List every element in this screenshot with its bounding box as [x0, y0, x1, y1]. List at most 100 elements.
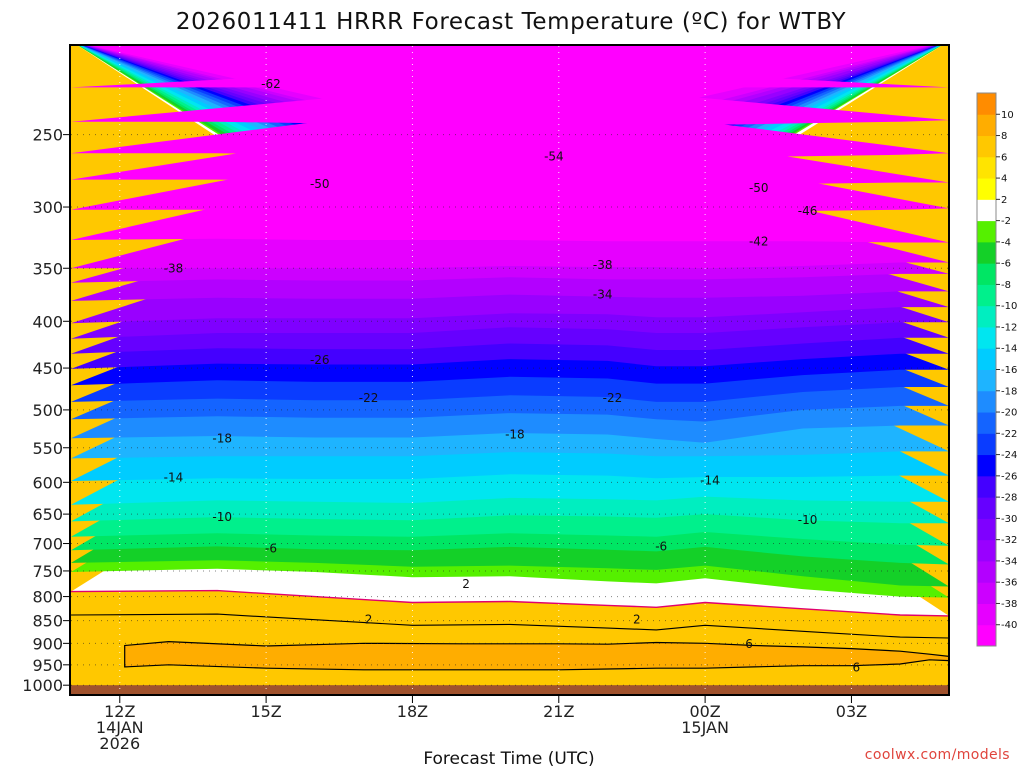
colorbar-swatch: [977, 114, 996, 137]
y-tick-label: 950: [32, 656, 63, 675]
colorbar-swatch: [977, 369, 996, 392]
colorbar: -40-38-36-34-32-30-28-26-24-22-20-18-16-…: [976, 92, 1017, 647]
y-tick-label: 550: [32, 439, 63, 458]
y-tick-label: 800: [32, 588, 63, 607]
contour-label: 2: [633, 613, 641, 627]
contour-label: -38: [164, 261, 184, 275]
colorbar-label: 4: [1001, 174, 1007, 185]
contour-label: -50: [749, 181, 769, 195]
plot-frame: [69, 44, 950, 696]
contour-label: -62: [261, 77, 281, 91]
colorbar-label: 8: [1001, 131, 1007, 142]
colorbar-swatch: [977, 135, 996, 158]
colorbar-label: -16: [1001, 365, 1017, 376]
contour-label: -22: [359, 391, 379, 405]
colorbar-label: -20: [1001, 408, 1017, 419]
x-tick-label: 00Z: [689, 702, 720, 721]
colorbar-label: -30: [1001, 514, 1017, 525]
colorbar-swatch: [977, 93, 996, 115]
contour-label: -6: [655, 539, 667, 553]
colorbar-label: -22: [1001, 429, 1017, 440]
colorbar-label: -4: [1001, 237, 1011, 248]
colorbar-label: -12: [1001, 322, 1017, 333]
y-tick-label: 300: [32, 198, 63, 217]
colorbar-swatch: [977, 284, 996, 307]
contour-label: -26: [310, 353, 330, 367]
isotherm-2: [71, 613, 949, 639]
colorbar-label: -38: [1001, 599, 1017, 610]
colorbar-swatch: [977, 305, 996, 328]
colorbar-label: -24: [1001, 450, 1017, 461]
colorbar-label: -40: [1001, 620, 1017, 631]
colorbar-label: -2: [1001, 216, 1011, 227]
y-tick-label: 900: [32, 634, 63, 653]
contour-label: -18: [212, 431, 232, 445]
contour-label: 2: [462, 577, 470, 591]
y-tick-label: 1000: [22, 676, 63, 695]
x-tick-label: 2026: [99, 734, 140, 753]
colorbar-label: -14: [1001, 344, 1017, 355]
contour-label: -10: [798, 513, 818, 527]
contour-label: -34: [593, 288, 613, 302]
plot-area: -62-54-50 -50-46-42-38 -38-34-26-22 -22-18-…: [71, 46, 949, 695]
x-tick-label: 18Z: [397, 702, 428, 721]
y-tick-label: 350: [32, 259, 63, 278]
colorbar-label: -34: [1001, 556, 1017, 567]
colorbar-label: -28: [1001, 493, 1017, 504]
contour-label: 6: [853, 660, 861, 674]
colorbar-swatch: [977, 518, 996, 541]
colorbar-swatch: [977, 560, 996, 583]
x-tick-label: 14JAN: [96, 718, 144, 737]
temperature-band--62: [71, 46, 949, 88]
colorbar-swatch: [977, 199, 996, 222]
contour-label: -22: [603, 391, 623, 405]
chart-title: 2026011411 HRRR Forecast Temperature (ºC…: [176, 9, 847, 35]
colorbar-swatch: [977, 539, 996, 562]
y-tick-label: 750: [32, 562, 63, 581]
x-tick-label: 21Z: [543, 702, 574, 721]
y-tick-label: 600: [32, 473, 63, 492]
x-axis-label: Forecast Time (UTC): [423, 749, 594, 768]
colorbar-swatch: [977, 348, 996, 370]
colorbar-label: 6: [1001, 152, 1007, 163]
colorbar-swatch: [977, 241, 996, 264]
y-tick-label: 500: [32, 401, 63, 420]
contour-label: -6: [265, 542, 277, 556]
y-tick-label: 650: [32, 505, 63, 524]
colorbar-swatch: [977, 412, 996, 434]
colorbar-swatch: [977, 624, 996, 647]
y-tick-label: 250: [32, 126, 63, 145]
colorbar-label: -10: [1001, 301, 1017, 312]
contour-label: -10: [212, 510, 232, 524]
colorbar-swatch: [977, 475, 996, 498]
colorbar-swatch: [977, 263, 996, 285]
y-tick-label: 400: [32, 312, 63, 331]
colorbar-swatch: [977, 390, 996, 413]
contour-label: -14: [164, 471, 184, 485]
y-tick-label: 850: [32, 612, 63, 631]
contour-label: 2: [365, 613, 373, 627]
x-tick-label: 15JAN: [681, 718, 729, 737]
colorbar-swatch: [977, 603, 996, 626]
credit-text: coolwx.com/models: [865, 747, 1010, 763]
colorbar-swatch: [977, 178, 996, 200]
contour-label: -50: [310, 177, 330, 191]
colorbar-label: 10: [1001, 110, 1014, 121]
contour-label: 6: [745, 637, 753, 651]
x-tick-label: 03Z: [836, 702, 867, 721]
contour-label: -46: [798, 204, 818, 218]
colorbar-swatch: [977, 454, 996, 477]
contour-label: -54: [544, 149, 564, 163]
contour-label: -18: [505, 428, 525, 442]
colorbar-label: -26: [1001, 471, 1017, 482]
x-tick-label: 15Z: [250, 702, 281, 721]
contour-label: -38: [593, 258, 613, 272]
contour-label: -42: [749, 234, 769, 248]
colorbar-label: -18: [1001, 386, 1017, 397]
colorbar-label: -8: [1001, 280, 1011, 291]
colorbar-label: -32: [1001, 535, 1017, 546]
contour-label: -14: [700, 473, 720, 487]
x-tick-label: 12Z: [104, 702, 135, 721]
